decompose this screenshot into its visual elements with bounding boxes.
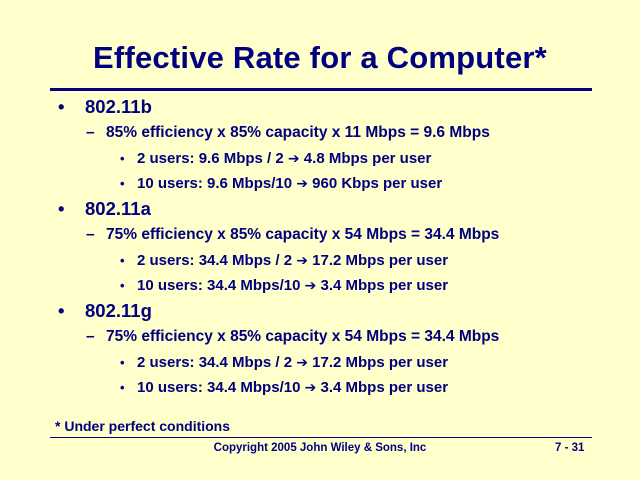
item-text-pre: 10 users: 34.4 Mbps/10 <box>137 379 305 396</box>
formula-line: – 75% efficiency x 85% capacity x 54 Mbp… <box>0 222 640 248</box>
dash-bullet-icon: – <box>86 124 95 141</box>
item-text-post: 17.2 Mbps per user <box>307 252 449 269</box>
per-user-item: • 2 users: 9.6 Mbps / 2 ➔ 4.8 Mbps per u… <box>0 146 640 171</box>
bullet-icon: • <box>120 151 125 166</box>
per-user-item: • 2 users: 34.4 Mbps / 2 ➔ 17.2 Mbps per… <box>0 350 640 375</box>
dash-bullet-icon: – <box>86 226 95 243</box>
footer-divider <box>50 437 592 438</box>
copyright-notice: Copyright 2005 John Wiley & Sons, Inc <box>213 442 427 454</box>
right-arrow-icon: ➔ <box>304 278 317 294</box>
formula-line: – 75% efficiency x 85% capacity x 54 Mbp… <box>0 324 640 350</box>
section-heading-80211g: • 802.11g <box>0 298 640 324</box>
section-heading-label: 802.11a <box>85 198 151 219</box>
formula-line: – 85% efficiency x 85% capacity x 11 Mbp… <box>0 120 640 146</box>
bullet-icon: • <box>120 253 125 268</box>
slide-title: Effective Rate for a Computer* <box>93 40 547 75</box>
footnote: * Under perfect conditions <box>55 418 231 434</box>
right-arrow-icon: ➔ <box>296 176 308 192</box>
right-arrow-icon: ➔ <box>287 151 300 167</box>
formula-text: 75% efficiency x 85% capacity x 54 Mbps … <box>106 226 500 243</box>
item-text-pre: 10 users: 34.4 Mbps/10 <box>137 277 305 294</box>
item-text-post: 17.2 Mbps per user <box>307 354 449 371</box>
section-heading-80211b: • 802.11b <box>0 94 640 120</box>
item-text-pre: 2 users: 34.4 Mbps / 2 <box>137 354 297 371</box>
per-user-item: • 10 users: 9.6 Mbps/10 ➔ 960 Kbps per u… <box>0 171 640 196</box>
section-heading-label: 802.11b <box>85 96 152 117</box>
section-heading-80211a: • 802.11a <box>0 196 640 222</box>
formula-text: 75% efficiency x 85% capacity x 54 Mbps … <box>106 328 500 345</box>
bullet-icon: • <box>120 176 125 191</box>
item-text-post: 960 Kbps per user <box>307 175 443 192</box>
bullet-icon: • <box>120 355 125 370</box>
page-number: 7 - 31 <box>555 442 585 454</box>
section-heading-label: 802.11g <box>85 300 152 321</box>
bullet-icon: • <box>58 198 65 219</box>
item-text-pre: 2 users: 34.4 Mbps / 2 <box>137 252 297 269</box>
dash-bullet-icon: – <box>86 328 95 345</box>
per-user-item: • 10 users: 34.4 Mbps/10 ➔ 3.4 Mbps per … <box>0 273 640 298</box>
item-text-post: 3.4 Mbps per user <box>316 379 449 396</box>
right-arrow-icon: ➔ <box>304 380 317 396</box>
formula-text: 85% efficiency x 85% capacity x 11 Mbps … <box>106 124 490 141</box>
right-arrow-icon: ➔ <box>296 253 308 269</box>
bullet-icon: • <box>58 96 65 117</box>
right-arrow-icon: ➔ <box>296 355 308 371</box>
bullet-icon: • <box>120 380 125 395</box>
bullet-icon: • <box>58 300 65 321</box>
title-divider <box>50 88 592 91</box>
per-user-item: • 2 users: 34.4 Mbps / 2 ➔ 17.2 Mbps per… <box>0 248 640 273</box>
slide-content: • 802.11b – 85% efficiency x 85% capacit… <box>0 94 640 400</box>
bullet-icon: • <box>120 278 125 293</box>
item-text-pre: 2 users: 9.6 Mbps / 2 <box>137 150 288 167</box>
item-text-post: 4.8 Mbps per user <box>299 150 432 167</box>
per-user-item: • 10 users: 34.4 Mbps/10 ➔ 3.4 Mbps per … <box>0 375 640 400</box>
item-text-pre: 10 users: 9.6 Mbps/10 <box>137 175 297 192</box>
item-text-post: 3.4 Mbps per user <box>316 277 449 294</box>
